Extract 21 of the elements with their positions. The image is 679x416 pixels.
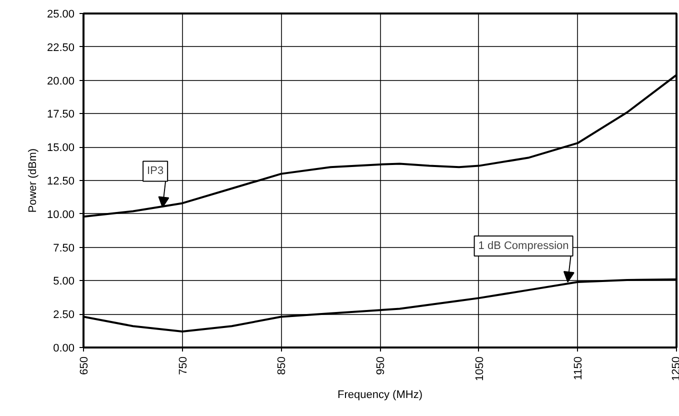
x-tick-label: 1150 xyxy=(572,356,585,380)
y-tick-label: 0.00 xyxy=(53,342,75,354)
y-tick-label: 22.50 xyxy=(46,42,75,54)
x-tick-label: 1050 xyxy=(474,356,486,381)
y-tick-label: 10.00 xyxy=(46,208,75,221)
x-tick-label: 650 xyxy=(78,356,90,375)
y-axis-title: Power (dBm) xyxy=(26,148,39,213)
y-tick-label: 7.50 xyxy=(53,242,75,254)
y-tick-label: 20.00 xyxy=(46,75,75,88)
x-axis-title: Frequency (MHz) xyxy=(338,388,422,401)
y-tick-label: 5.00 xyxy=(53,276,75,288)
annotation: IP3 xyxy=(147,165,164,178)
x-tick-label: 750 xyxy=(177,356,190,375)
x-tick-label: 950 xyxy=(375,356,387,375)
y-tick-label: 12.50 xyxy=(46,176,75,188)
x-tick-label: 850 xyxy=(276,356,288,375)
y-tick-label: 15.00 xyxy=(46,142,75,154)
y-tick-label: 17.50 xyxy=(46,108,75,121)
annotation: 1 dB Compression xyxy=(478,240,569,252)
y-tick-label: 25.00 xyxy=(46,8,75,20)
y-tick-label: 2.50 xyxy=(53,309,75,322)
